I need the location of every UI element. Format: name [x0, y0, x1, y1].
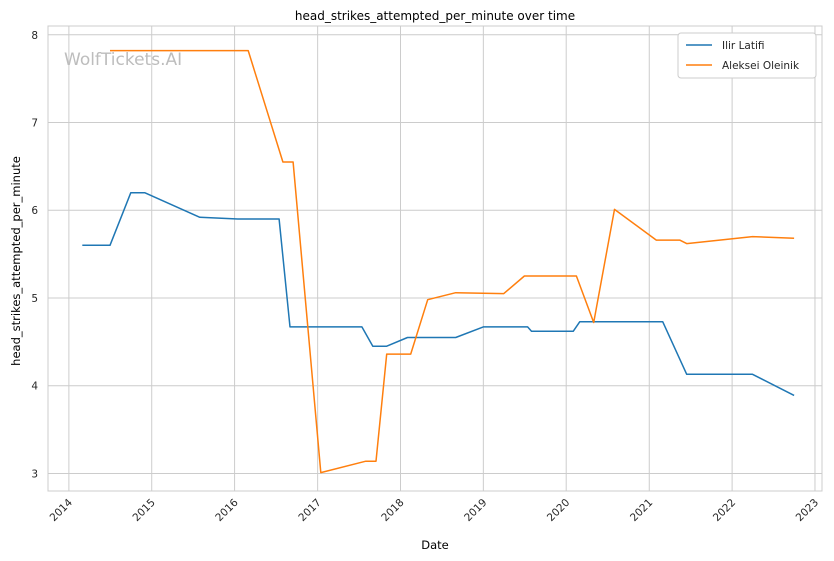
chart-title: head_strikes_attempted_per_minute over t…	[295, 9, 575, 23]
y-tick-label: 6	[31, 205, 38, 217]
x-tick-label: 2018	[379, 497, 406, 524]
legend-label-aleksei-oleinik: Aleksei Oleinik	[722, 60, 800, 72]
y-tick-label: 5	[31, 293, 38, 305]
y-tick-label: 7	[31, 118, 38, 130]
series-line-aleksei-oleinik	[110, 49, 795, 474]
grid	[48, 26, 822, 491]
y-tick-label: 4	[31, 381, 38, 393]
legend: Ilir Latifi Aleksei Oleinik	[677, 32, 817, 79]
x-tick-label: 2015	[130, 497, 157, 524]
x-tick-label: 2021	[628, 497, 655, 524]
plot-area	[47, 25, 823, 492]
x-tick-label: 2022	[711, 497, 738, 524]
series-lines	[82, 49, 795, 474]
y-axis-label: head_strikes_attempted_per_minute	[9, 156, 23, 366]
x-tick-label: 2020	[545, 497, 572, 524]
x-tick-label: 2019	[462, 497, 489, 524]
x-tick-label: 2014	[48, 496, 76, 524]
y-tick-label: 3	[31, 468, 38, 480]
y-tick-label: 8	[31, 30, 38, 42]
series-line-ilir-latifi	[82, 191, 795, 397]
x-axis-label: Date	[421, 538, 449, 552]
legend-box	[677, 32, 817, 79]
watermark: WolfTickets.AI	[64, 50, 182, 70]
x-tick-label: 2016	[213, 496, 241, 524]
legend-label-ilir-latifi: Ilir Latifi	[722, 40, 765, 52]
x-tick-label: 2023	[794, 497, 821, 524]
x-tick-label: 2017	[296, 497, 323, 524]
